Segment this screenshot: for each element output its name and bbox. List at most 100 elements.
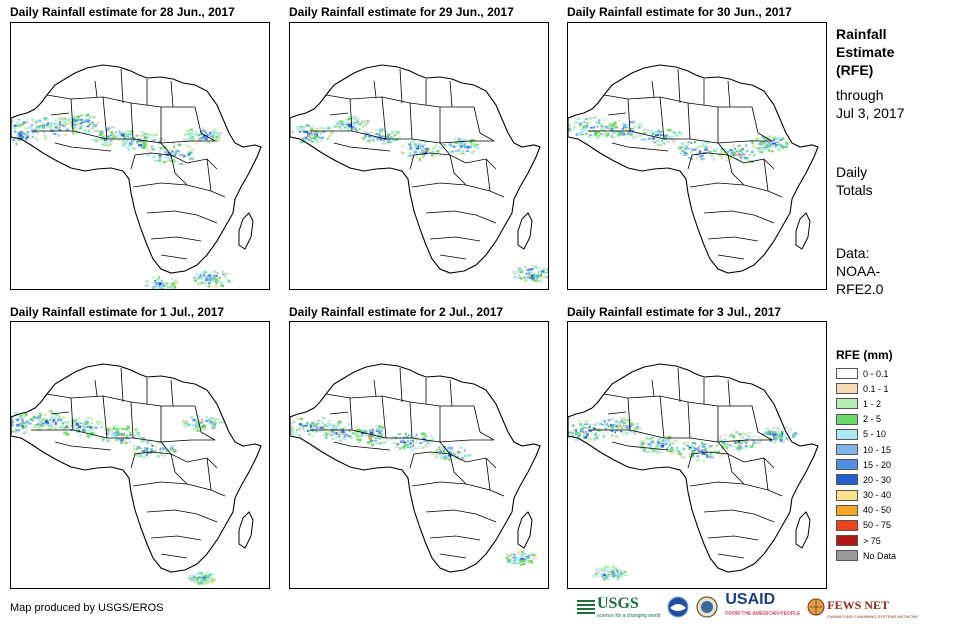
legend-label: 40 - 50 — [863, 505, 892, 516]
africa-map-svg — [568, 363, 819, 581]
country-border — [194, 106, 216, 142]
country-border — [439, 553, 467, 559]
legend-item: 50 - 75 — [836, 518, 896, 533]
legend-item: 30 - 40 — [836, 488, 896, 503]
coastline — [290, 64, 541, 274]
country-border — [381, 96, 387, 140]
country-border — [473, 106, 495, 142]
country-border — [170, 453, 188, 485]
legend-item: 20 - 30 — [836, 472, 896, 487]
legend-label: > 75 — [863, 535, 881, 546]
country-border — [703, 210, 775, 224]
country-border — [429, 535, 481, 541]
country-border — [102, 96, 108, 140]
country-border — [310, 130, 494, 144]
country-border — [329, 367, 453, 415]
side-title: Rainfall Estimate (RFE) — [836, 26, 895, 78]
legend-swatch — [836, 383, 858, 395]
rainfall-map-5 — [289, 321, 549, 589]
country-border — [449, 453, 467, 485]
legend-label: 10 - 15 — [863, 444, 892, 455]
country-border — [659, 96, 665, 140]
totals-label: Daily Totals — [836, 164, 873, 198]
country-border — [146, 210, 218, 224]
map-credit: Map produced by USGS/EROS — [10, 602, 164, 614]
rainfall-cells — [290, 417, 538, 566]
legend-item: 10 - 15 — [836, 442, 896, 457]
legend-item: 1 - 2 — [836, 396, 896, 411]
data-source: Data: NOAA- RFE2.0 — [836, 245, 884, 297]
country-border — [46, 393, 195, 407]
legend-swatch — [836, 428, 858, 440]
rainfall-map-2 — [289, 22, 549, 290]
country-border — [707, 535, 759, 541]
madagascar-outline — [238, 212, 254, 250]
country-border — [333, 441, 391, 451]
country-border — [160, 553, 188, 559]
country-border — [687, 102, 691, 140]
country-border — [611, 142, 669, 152]
country-border — [150, 236, 202, 242]
africa-map-svg — [290, 64, 548, 283]
country-border — [206, 158, 212, 192]
country-border — [160, 254, 188, 260]
legend-title: RFE (mm) — [836, 348, 893, 362]
madagascar-outline — [238, 511, 254, 549]
legend-swatch — [836, 368, 858, 380]
country-border — [687, 451, 775, 469]
rainfall-cells — [291, 116, 548, 283]
legend-swatch — [836, 459, 858, 471]
coastline — [568, 363, 819, 573]
panel-title-4: Daily Rainfall estimate for 1 Jul., 2017 — [10, 305, 225, 319]
legend-item: 2 - 5 — [836, 412, 896, 427]
panel-title-5: Daily Rainfall estimate for 2 Jul., 2017 — [289, 305, 504, 319]
country-border — [603, 94, 752, 108]
through-date: through Jul 3, 2017 — [836, 87, 905, 121]
country-border — [70, 98, 74, 132]
country-border — [102, 395, 108, 439]
madagascar-outline — [517, 212, 533, 250]
legend-label: 0 - 0.1 — [863, 368, 889, 379]
legend-label: 30 - 40 — [863, 490, 892, 501]
africa-map-svg — [11, 64, 262, 289]
legend-item: > 75 — [836, 533, 896, 548]
country-border — [703, 509, 775, 523]
country-border — [627, 98, 631, 132]
madagascar-outline — [795, 212, 811, 250]
legend-swatch — [836, 398, 858, 410]
country-border — [425, 509, 497, 523]
country-border — [130, 102, 134, 140]
country-border — [485, 158, 491, 192]
country-border — [449, 154, 467, 186]
coastline — [568, 64, 819, 274]
legend-swatch — [836, 504, 858, 516]
country-border — [160, 406, 172, 455]
country-border — [130, 401, 134, 439]
country-border — [425, 210, 497, 224]
country-border — [381, 395, 387, 439]
legend-label: No Data — [863, 550, 897, 561]
country-border — [717, 254, 745, 260]
rainfall-map-4 — [10, 321, 270, 589]
legend-item: 0.1 - 1 — [836, 381, 896, 396]
panel-title-6: Daily Rainfall estimate for 3 Jul., 2017 — [567, 305, 782, 319]
country-border — [687, 401, 691, 439]
usaid-logo: USAID FROM THE AMERICAN PEOPLE — [725, 591, 801, 618]
rainfall-cells — [11, 410, 225, 585]
country-border — [329, 68, 453, 116]
country-border — [588, 429, 772, 443]
noaa-logo — [667, 596, 689, 618]
legend-item: 0 - 0.1 — [836, 366, 896, 381]
country-border — [485, 457, 491, 491]
country-border — [333, 142, 391, 152]
legend-item: 40 - 50 — [836, 503, 896, 518]
country-border — [439, 254, 467, 260]
country-border — [603, 393, 752, 407]
legend-swatch — [836, 413, 858, 425]
legend-swatch — [836, 519, 858, 531]
country-border — [130, 451, 218, 469]
country-border — [325, 393, 474, 407]
rainfall-map-3 — [567, 22, 827, 290]
country-border — [707, 236, 759, 242]
country-border — [349, 98, 353, 132]
